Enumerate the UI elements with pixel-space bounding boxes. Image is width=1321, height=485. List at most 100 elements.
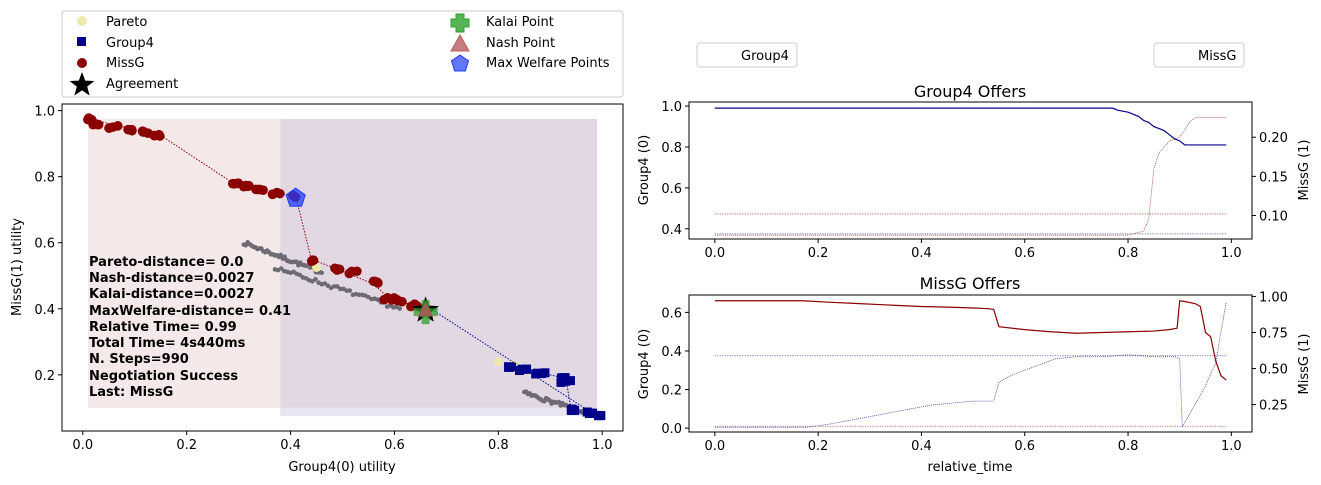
missg-offers-series-line-0 — [714, 300, 1227, 381]
group4-offer-point — [565, 376, 575, 386]
missg-legend-frame — [1153, 42, 1245, 68]
pareto-point — [493, 357, 503, 367]
group4-offers-right-tick-label: 0.20 — [1259, 131, 1288, 146]
missg-offers-y-label: Group4 (0) — [637, 329, 652, 399]
outcome-point — [297, 272, 303, 278]
group4-offers-y-tick-label: 0.8 — [661, 141, 682, 156]
group4-offer-point — [556, 377, 566, 387]
outcome-point — [278, 266, 284, 271]
missg-offer-point — [370, 276, 381, 287]
legend-frame — [61, 10, 624, 98]
utility-x-ticks: 0.0 0.2 0.4 0.6 0.8 1.0 — [72, 431, 613, 453]
missg-offers-right-label: MissG (1) — [1297, 334, 1312, 395]
utility-legend: Pareto Group4 MissG Agreement Kalai Poin… — [61, 10, 624, 98]
missg-offers-y-tick-label: 0.6 — [661, 306, 682, 321]
group4-offers-x-tick-label: 0.6 — [1014, 246, 1035, 261]
annotation-last-offer: Last: MissG — [89, 385, 173, 400]
nash-point — [417, 301, 434, 317]
legend-group4-marker — [77, 37, 86, 46]
group4-offers-title: Group4 Offers — [914, 82, 1026, 101]
annotation-relative-time: Relative Time= 0.99 — [89, 320, 237, 335]
missg-offer-path — [87, 118, 426, 306]
group4-offers-right-tick-label: 0.10 — [1259, 210, 1288, 225]
missg-offer-point — [397, 296, 407, 307]
group4-offer-point — [540, 368, 550, 378]
utility-y-tick-label: 0.8 — [34, 171, 55, 186]
utility-marks — [83, 113, 606, 421]
group4-offers-y-ticks: 0.4 0.6 0.8 1.0 — [661, 100, 689, 238]
utility-plot-frame — [61, 103, 624, 432]
utility-y-tick-label: 0.6 — [34, 237, 55, 252]
missg-offers-right-tick-label: 1.00 — [1259, 290, 1288, 305]
group4-offers-y-tick-label: 1.0 — [661, 100, 682, 115]
outcome-point — [556, 399, 562, 405]
group4-offers-right-ticks: 0.10 0.15 0.20 — [1252, 131, 1288, 225]
group4-offer-point — [517, 364, 527, 374]
legend-pareto-label: Pareto — [106, 15, 147, 30]
missg-offer-point — [88, 119, 99, 130]
missg-offers-right-tick-label: 0.25 — [1259, 399, 1288, 414]
group4-offers-y-tick-label: 0.6 — [661, 182, 682, 197]
missg-offers-x-ticks: 0.0 0.2 0.4 0.6 0.8 1.0 — [704, 432, 1242, 454]
missg-offers-right-ticks: 0.25 0.50 0.75 1.00 — [1252, 290, 1288, 414]
missg-offers-x-tick-label: 1.0 — [1221, 439, 1242, 454]
group4-offers-frame — [688, 101, 1253, 240]
legend-kalai-marker — [450, 13, 470, 33]
group4-offers-series-line-1 — [714, 117, 1227, 236]
legend-nash-label: Nash Point — [486, 36, 555, 51]
legend-agreement-label: Agreement — [106, 77, 178, 92]
missg-offer-point — [258, 185, 268, 195]
utility-y-tick-label: 0.2 — [34, 369, 55, 384]
group4-offers-x-ticks: 0.0 0.2 0.4 0.6 0.8 1.0 — [704, 239, 1242, 261]
utility-regions — [87, 118, 598, 417]
group4-offer-point — [532, 368, 542, 378]
group4-offers-right-tick-label: 0.15 — [1259, 170, 1288, 185]
lower-region — [280, 407, 598, 417]
missg-offers-frame — [688, 294, 1253, 433]
missg-offers-legend: MissG — [1153, 42, 1245, 68]
annotation-n-steps: N. Steps=990 — [89, 352, 189, 367]
missg-offer-point — [274, 188, 285, 199]
annotation-nash-distance: Nash-distance=0.0027 — [89, 271, 254, 286]
max-welfare-point — [285, 187, 306, 207]
missg-offer-point — [333, 264, 343, 274]
utility-x-tick-label: 0.8 — [488, 438, 509, 453]
group4-acceptable-region — [280, 118, 598, 408]
utility-y-tick-label: 0.4 — [34, 303, 55, 318]
missg-offer-point — [346, 266, 357, 277]
legend-missg-label: MissG — [106, 56, 144, 71]
utility-y-ticks: 0.2 0.4 0.6 0.8 1.0 — [34, 105, 62, 384]
group4-offers-x-tick-label: 0.2 — [808, 246, 829, 261]
missg-offers-x-tick-label: 0.4 — [911, 439, 932, 454]
missg-offers-x-tick-label: 0.0 — [704, 439, 725, 454]
missg-offer-point — [137, 126, 148, 137]
outcome-point — [313, 276, 318, 282]
group4-offers-x-tick-label: 0.4 — [911, 246, 932, 261]
group4-offer-point — [593, 411, 603, 421]
utility-y-axis-label: MissG(1) utility — [10, 218, 25, 316]
legend-group4-label: Group4 — [106, 36, 154, 51]
outcome-point — [319, 270, 325, 276]
missg-offer-point — [125, 124, 135, 135]
missg-offers-x-tick-label: 0.8 — [1118, 439, 1139, 454]
utility-x-tick-label: 0.0 — [72, 438, 93, 453]
utility-annotations: Pareto-distance= 0.0 Nash-distance=0.002… — [89, 255, 291, 400]
group4-offer-point — [561, 376, 571, 386]
group4-legend-label: Group4 — [741, 49, 789, 64]
missg-offers-right-tick-label: 0.75 — [1259, 326, 1288, 341]
missg-offer-point — [241, 180, 251, 191]
missg-offers-y-ticks: 0.0 0.2 0.4 0.6 — [661, 306, 689, 437]
group4-offers-y-tick-label: 0.4 — [661, 223, 682, 238]
outcome-point — [278, 252, 284, 258]
utility-x-axis-label: Group4(0) utility — [288, 460, 396, 475]
missg-offers-right-tick-label: 0.50 — [1259, 363, 1288, 378]
annotation-kalai-distance: Kalai-distance=0.0027 — [89, 287, 254, 302]
missg-offers-y-tick-label: 0.4 — [661, 345, 682, 360]
group4-offers-x-tick-label: 0.8 — [1118, 246, 1139, 261]
missg-offer-point — [108, 122, 118, 132]
group4-offers-x-tick-label: 0.0 — [704, 246, 725, 261]
outcome-point — [375, 297, 381, 303]
missg-offers-lines — [714, 300, 1227, 429]
missg-offers-x-label: relative_time — [928, 460, 1013, 475]
